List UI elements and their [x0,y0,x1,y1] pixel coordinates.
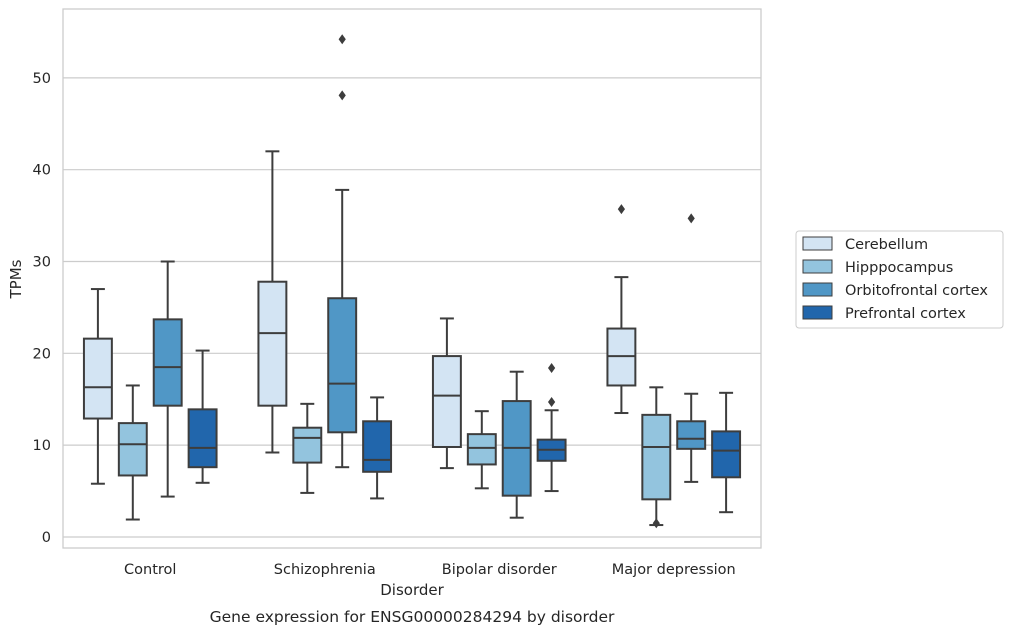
outlier-point [652,518,660,529]
box [257,280,288,407]
box-group [152,260,183,498]
box [292,426,323,464]
x-tick-label: Major depression [612,562,736,578]
x-tick-label: Control [124,562,176,578]
chart-caption: Gene expression for ENSG00000284294 by d… [210,608,615,626]
box-plot-area [82,34,742,529]
legend-label: Hipppocampus [845,260,953,276]
box [82,337,113,420]
box [362,420,393,473]
box-group [641,386,672,529]
box-group [501,370,532,519]
box-group [327,34,358,469]
y-tick-label: 20 [33,346,51,362]
y-axis-label: TPMs [7,259,25,299]
y-tick-label: 30 [33,255,51,271]
box [327,297,358,434]
legend-label: Orbitofrontal cortex [845,283,988,299]
legend-swatch [802,259,833,274]
outlier-point [687,213,695,224]
outlier-point [548,397,556,408]
box-group [536,363,567,493]
x-tick-label: Schizophrenia [274,562,376,578]
outlier-point [338,90,346,101]
box-group [606,204,637,415]
legend: Cerebellum Hipppocampus Orbitofrontal cort… [795,230,1004,329]
box [711,430,742,479]
y-tick-labels: 0 10 20 30 40 50 [33,71,51,546]
box [431,355,462,448]
box-group [257,150,288,454]
y-tick-label: 10 [33,438,51,454]
x-axis-label: Disorder [380,581,444,599]
y-tick-label: 40 [33,163,51,179]
outlier-point [338,34,346,45]
legend-swatch [802,282,833,297]
box [641,413,672,501]
box [187,408,218,469]
box-group [82,288,113,485]
x-tick-labels: Control Schizophrenia Bipolar disorder Majo… [124,562,736,578]
legend-swatch [802,305,833,320]
box-group [676,213,707,483]
x-tick-label: Bipolar disorder [442,562,557,578]
outlier-point [617,204,625,215]
box [676,420,707,450]
box-group [362,396,393,500]
legend-frame [795,230,1004,329]
box [466,433,497,466]
y-tick-label: 0 [42,530,51,546]
box-group [711,391,742,514]
y-tick-label: 50 [33,71,51,87]
box-group [187,349,218,484]
outlier-point [548,363,556,374]
legend-label: Cerebellum [845,237,928,253]
box-group [292,402,323,494]
legend-swatch [802,236,833,251]
box-group [431,317,462,470]
plot-frame [62,8,762,549]
box-group [117,384,148,521]
legend-label: Prefrontal cortex [845,306,966,322]
box-group [466,410,497,490]
box [152,318,183,407]
box [117,422,148,477]
